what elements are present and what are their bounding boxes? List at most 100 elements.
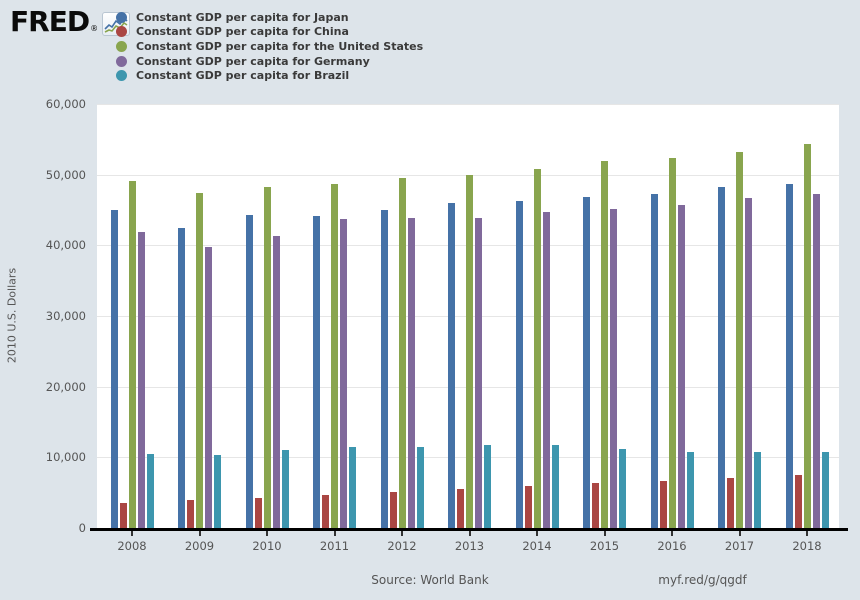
bar-germany-2018[interactable] — [812, 194, 820, 528]
x-axis-tick — [266, 531, 268, 536]
bar-china-2013[interactable] — [457, 489, 464, 528]
x-axis-label-2016: 2016 — [657, 539, 687, 553]
bar-japan-2018[interactable] — [785, 183, 793, 528]
legend-marker-icon — [116, 40, 127, 52]
y-axis-tick-label: 0 — [78, 521, 86, 535]
bar-brazil-2017[interactable] — [754, 451, 761, 528]
legend-item-label: Constant GDP per capita for the United S… — [136, 39, 424, 53]
y-axis-tick-label: 10,000 — [45, 450, 86, 465]
x-axis-label-2017: 2017 — [724, 539, 755, 553]
y-axis-tick-label: 40,000 — [45, 238, 86, 253]
bar-germany-2017[interactable] — [745, 197, 752, 528]
bar-japan-2015[interactable] — [583, 197, 590, 528]
bar-brazil-2016[interactable] — [686, 451, 694, 528]
chart-legend: Constant GDP per capita for Japan Constan… — [116, 10, 423, 83]
bar-china-2017[interactable] — [727, 477, 734, 528]
bar-japan-2016[interactable] — [650, 194, 658, 528]
bar-china-2012[interactable] — [389, 491, 397, 528]
bar-china-2008[interactable] — [119, 503, 127, 528]
bar-germany-2015[interactable] — [610, 208, 617, 528]
bar-germany-2008[interactable] — [137, 231, 145, 528]
legend-item-label: Constant GDP per capita for Brazil — [136, 69, 350, 83]
bar-brazil-2009[interactable] — [214, 454, 221, 528]
bar-germany-2012[interactable] — [407, 217, 415, 528]
legend-marker-icon — [116, 70, 127, 82]
plot-area — [97, 104, 839, 528]
bar-united-states-2010[interactable] — [263, 187, 271, 528]
bar-brazil-2015[interactable] — [619, 448, 626, 528]
x-axis-tick — [333, 531, 336, 536]
x-axis-label-2011: 2011 — [319, 539, 350, 553]
bar-china-2011[interactable] — [322, 494, 329, 528]
source-text: Source: World Bank — [371, 573, 489, 587]
x-axis-label-2009: 2009 — [184, 539, 215, 553]
x-axis-label-2008: 2008 — [117, 539, 147, 553]
bar-united-states-2008[interactable] — [128, 181, 136, 528]
bar-united-states-2011[interactable] — [331, 183, 338, 528]
bar-germany-2009[interactable] — [205, 247, 212, 528]
legend-item-china[interactable]: Constant GDP per capita for China — [116, 25, 423, 40]
x-axis-label-2015: 2015 — [589, 539, 620, 553]
bar-united-states-2012[interactable] — [398, 178, 406, 528]
bar-brazil-2012[interactable] — [416, 446, 424, 528]
legend-marker-icon — [116, 26, 127, 38]
x-axis-tick — [468, 531, 471, 536]
bar-japan-2017[interactable] — [718, 187, 725, 528]
gridline — [97, 104, 839, 105]
bar-united-states-2015[interactable] — [601, 161, 608, 528]
y-axis-tick-label: 60,000 — [45, 97, 86, 111]
bar-united-states-2009[interactable] — [196, 193, 203, 528]
legend-item-label: Constant GDP per capita for Germany — [136, 54, 370, 68]
bar-japan-2008[interactable] — [110, 210, 118, 528]
bar-china-2010[interactable] — [254, 497, 262, 528]
x-axis-label-2013: 2013 — [454, 539, 485, 553]
x-axis-line — [90, 528, 848, 531]
bar-japan-2010[interactable] — [245, 214, 253, 528]
bar-china-2009[interactable] — [187, 500, 194, 528]
bar-brazil-2008[interactable] — [146, 453, 154, 528]
y-axis-tick-label: 50,000 — [45, 167, 86, 182]
bar-china-2014[interactable] — [524, 486, 532, 528]
legend-item-brazil[interactable]: Constant GDP per capita for Brazil — [116, 68, 423, 83]
bar-china-2015[interactable] — [592, 483, 599, 528]
bar-united-states-2014[interactable] — [533, 169, 541, 528]
bar-germany-2011[interactable] — [340, 219, 347, 528]
bar-united-states-2017[interactable] — [736, 152, 743, 528]
bar-japan-2011[interactable] — [313, 215, 320, 528]
x-axis-tick — [738, 531, 741, 536]
bar-japan-2013[interactable] — [448, 202, 455, 528]
x-axis-tick — [806, 531, 808, 536]
y-axis-tick-label: 30,000 — [45, 309, 86, 323]
bar-japan-2012[interactable] — [380, 210, 388, 528]
bar-japan-2009[interactable] — [178, 227, 185, 528]
gridline — [97, 174, 839, 176]
legend-item-label: Constant GDP per capita for China — [136, 25, 349, 39]
legend-marker-icon — [116, 55, 127, 67]
bar-germany-2013[interactable] — [475, 217, 482, 528]
bar-brazil-2014[interactable] — [551, 445, 559, 528]
legend-item-japan[interactable]: Constant GDP per capita for Japan — [116, 10, 423, 25]
x-axis-label-2010: 2010 — [252, 539, 282, 553]
bar-japan-2014[interactable] — [515, 200, 523, 528]
x-axis-tick — [603, 531, 606, 536]
bar-brazil-2018[interactable] — [821, 451, 829, 528]
bar-united-states-2016[interactable] — [668, 157, 676, 528]
bar-brazil-2010[interactable] — [281, 450, 289, 528]
bar-germany-2010[interactable] — [272, 236, 280, 528]
legend-item-germany[interactable]: Constant GDP per capita for Germany — [116, 54, 423, 69]
shortlink-text: myf.red/g/qgdf — [658, 573, 747, 587]
bar-brazil-2013[interactable] — [484, 445, 491, 528]
x-axis-tick — [401, 531, 403, 536]
bar-united-states-2013[interactable] — [466, 175, 473, 528]
legend-item-label: Constant GDP per capita for Japan — [136, 10, 349, 24]
y-axis-tick-label: 20,000 — [45, 379, 86, 394]
bar-china-2016[interactable] — [659, 480, 667, 528]
bar-china-2018[interactable] — [794, 475, 802, 528]
bar-germany-2014[interactable] — [542, 212, 550, 528]
legend-item-united-states[interactable]: Constant GDP per capita for the United S… — [116, 39, 423, 54]
bar-brazil-2011[interactable] — [349, 447, 356, 528]
bar-germany-2016[interactable] — [677, 205, 685, 528]
x-axis-tick — [671, 531, 673, 536]
bar-united-states-2018[interactable] — [803, 143, 811, 528]
